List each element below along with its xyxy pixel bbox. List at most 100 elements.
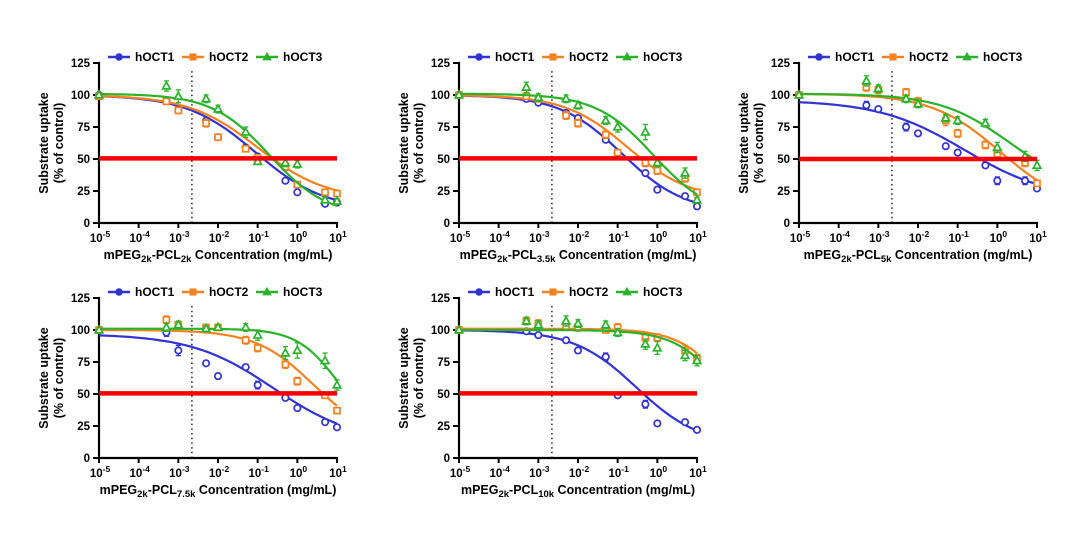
x-axis-title: mPEG2k-PCL2k Concentration (mg/mL) [104, 248, 333, 265]
x-tick-label: 10-2 [569, 229, 590, 245]
legend-item-hOCT3: hOCT3 [956, 50, 1023, 64]
x-tick-label: 10-2 [569, 464, 590, 480]
legend-label: hOCT2 [909, 50, 949, 64]
data-point-hOCT3 [453, 324, 465, 334]
y-tick-label: 100 [431, 90, 450, 102]
chart-mpeg2k-pcl2k: 0 25 50 75 100 125 10-5 10-4 10-3 10-2 10-1 100 101 h… [36, 43, 396, 278]
data-point-hOCT3 [292, 158, 303, 168]
legend-item-hOCT1: hOCT1 [468, 50, 535, 64]
legend-item-hOCT1: hOCT1 [108, 50, 175, 64]
y-tick-label: 0 [84, 453, 90, 465]
data-point-hOCT3 [212, 321, 224, 332]
y-tick-label: 125 [71, 58, 91, 70]
data-point-hOCT3 [560, 93, 572, 103]
data-point-hOCT3 [173, 90, 184, 100]
data-point-hOCT3 [952, 114, 963, 125]
data-point-hOCT3 [992, 141, 1003, 152]
dose-response-plot-pcl7.5k: 0 25 50 75 100 125 10-5 10-4 10-3 10-2 10-1 100 101 h… [37, 285, 347, 500]
x-tick-label: 10-4 [829, 229, 850, 245]
y-tick-label: 0 [444, 218, 450, 230]
y-tick-label: 75 [77, 357, 90, 369]
legend-item-hOCT1: hOCT1 [808, 50, 875, 64]
x-tick-label: 10-5 [790, 229, 811, 245]
y-axis-title-line2: (% of control) [752, 103, 766, 184]
circle-legend-marker-icon [815, 53, 823, 61]
x-tick-label: 101 [329, 464, 347, 480]
circle-legend-marker-icon [115, 53, 123, 61]
data-point-hOCT1 [941, 142, 950, 151]
data-point-hOCT2 [653, 166, 662, 175]
circle-legend-marker-icon [475, 288, 483, 296]
x-tick-label: 10-1 [608, 464, 629, 480]
y-axis-title-line1: Substrate uptake [737, 92, 751, 193]
y-tick-label: 25 [77, 421, 90, 433]
y-tick-label: 125 [431, 58, 451, 70]
data-point-hOCT1 [993, 176, 1002, 185]
data-point-hOCT2 [574, 119, 582, 128]
legend-item-hOCT2: hOCT2 [182, 50, 249, 64]
x-axis-title: mPEG2k-PCL3.5k Concentration (mg/mL) [460, 248, 697, 265]
legend-label: hOCT1 [135, 285, 175, 299]
x-tick-label: 10-3 [529, 464, 550, 480]
legend-label: hOCT1 [495, 50, 535, 64]
data-point-hOCT3 [319, 354, 331, 365]
square-legend-marker-icon [189, 288, 197, 296]
data-point-hOCT2 [641, 158, 650, 167]
chart-mpeg2k-pcl3_5k: 0 25 50 75 100 125 10-5 10-4 10-3 10-2 10-1 100 101 h… [396, 43, 756, 278]
data-point-hOCT1 [562, 336, 571, 345]
x-tick-label: 10-2 [209, 464, 230, 480]
x-tick-label: 10-5 [90, 464, 111, 480]
data-point-hOCT3 [572, 317, 584, 328]
square-legend-marker-icon [549, 288, 557, 296]
chart-mpeg2k-pcl7_5k: 0 25 50 75 100 125 10-5 10-4 10-3 10-2 10-1 100 101 h… [36, 278, 396, 513]
legend-label: hOCT2 [569, 285, 609, 299]
data-point-hOCT2 [562, 111, 570, 120]
x-tick-label: 10-5 [90, 229, 111, 245]
data-point-hOCT2 [281, 360, 290, 369]
data-point-hOCT2 [214, 133, 222, 142]
y-tick-label: 0 [784, 218, 790, 230]
data-point-hOCT3 [679, 167, 691, 177]
legend-label: hOCT2 [209, 50, 249, 64]
series-hOCT3 [793, 75, 1043, 172]
x-tick-label: 10-2 [909, 229, 930, 245]
triangle-legend-marker-icon [622, 51, 632, 61]
data-point-hOCT3 [640, 338, 651, 348]
data-point-hOCT3 [640, 126, 651, 136]
y-tick-label: 50 [777, 154, 790, 166]
x-tick-label: 101 [689, 229, 707, 245]
y-tick-label: 25 [777, 186, 790, 198]
y-tick-label: 75 [77, 122, 90, 134]
y-tick-label: 25 [437, 421, 450, 433]
legend-item-hOCT3: hOCT3 [256, 285, 323, 299]
data-point-hOCT3 [533, 91, 544, 102]
series-hOCT3 [453, 315, 703, 367]
data-point-hOCT2 [981, 141, 990, 149]
data-point-hOCT3 [793, 89, 805, 99]
data-point-hOCT3 [873, 82, 884, 93]
data-point-hOCT1 [253, 380, 262, 390]
data-point-hOCT1 [641, 169, 650, 178]
legend-item-hOCT2: hOCT2 [182, 285, 249, 299]
data-point-hOCT1 [281, 176, 290, 185]
data-point-hOCT1 [601, 352, 610, 361]
fit-curve-hOCT1 [459, 329, 698, 432]
legend-label: hOCT1 [135, 50, 175, 64]
data-point-hOCT3 [200, 322, 212, 333]
legend-item-hOCT1: hOCT1 [108, 285, 175, 299]
axes: 0 25 50 75 100 125 10-5 10-4 10-3 10-2 10-1 100 101 [771, 58, 1047, 245]
series-hOCT3 [93, 319, 343, 391]
data-point-hOCT3 [612, 326, 623, 337]
legend: hOCT1 hOCT2 hOCT3 [108, 285, 323, 299]
legend-label: hOCT1 [495, 285, 535, 299]
data-point-hOCT3 [691, 194, 703, 204]
data-point-hOCT3 [521, 315, 532, 325]
triangle-legend-marker-icon [262, 286, 272, 296]
y-axis-title-line2: (% of control) [412, 103, 426, 184]
x-tick-label: 100 [650, 229, 668, 245]
data-point-hOCT1 [681, 192, 690, 201]
x-tick-label: 10-4 [489, 464, 510, 480]
x-axis-title: mPEG2k-PCL7.5k Concentration (mg/mL) [100, 483, 337, 500]
x-tick-label: 100 [290, 464, 308, 480]
x-tick-label: 10-3 [169, 464, 190, 480]
